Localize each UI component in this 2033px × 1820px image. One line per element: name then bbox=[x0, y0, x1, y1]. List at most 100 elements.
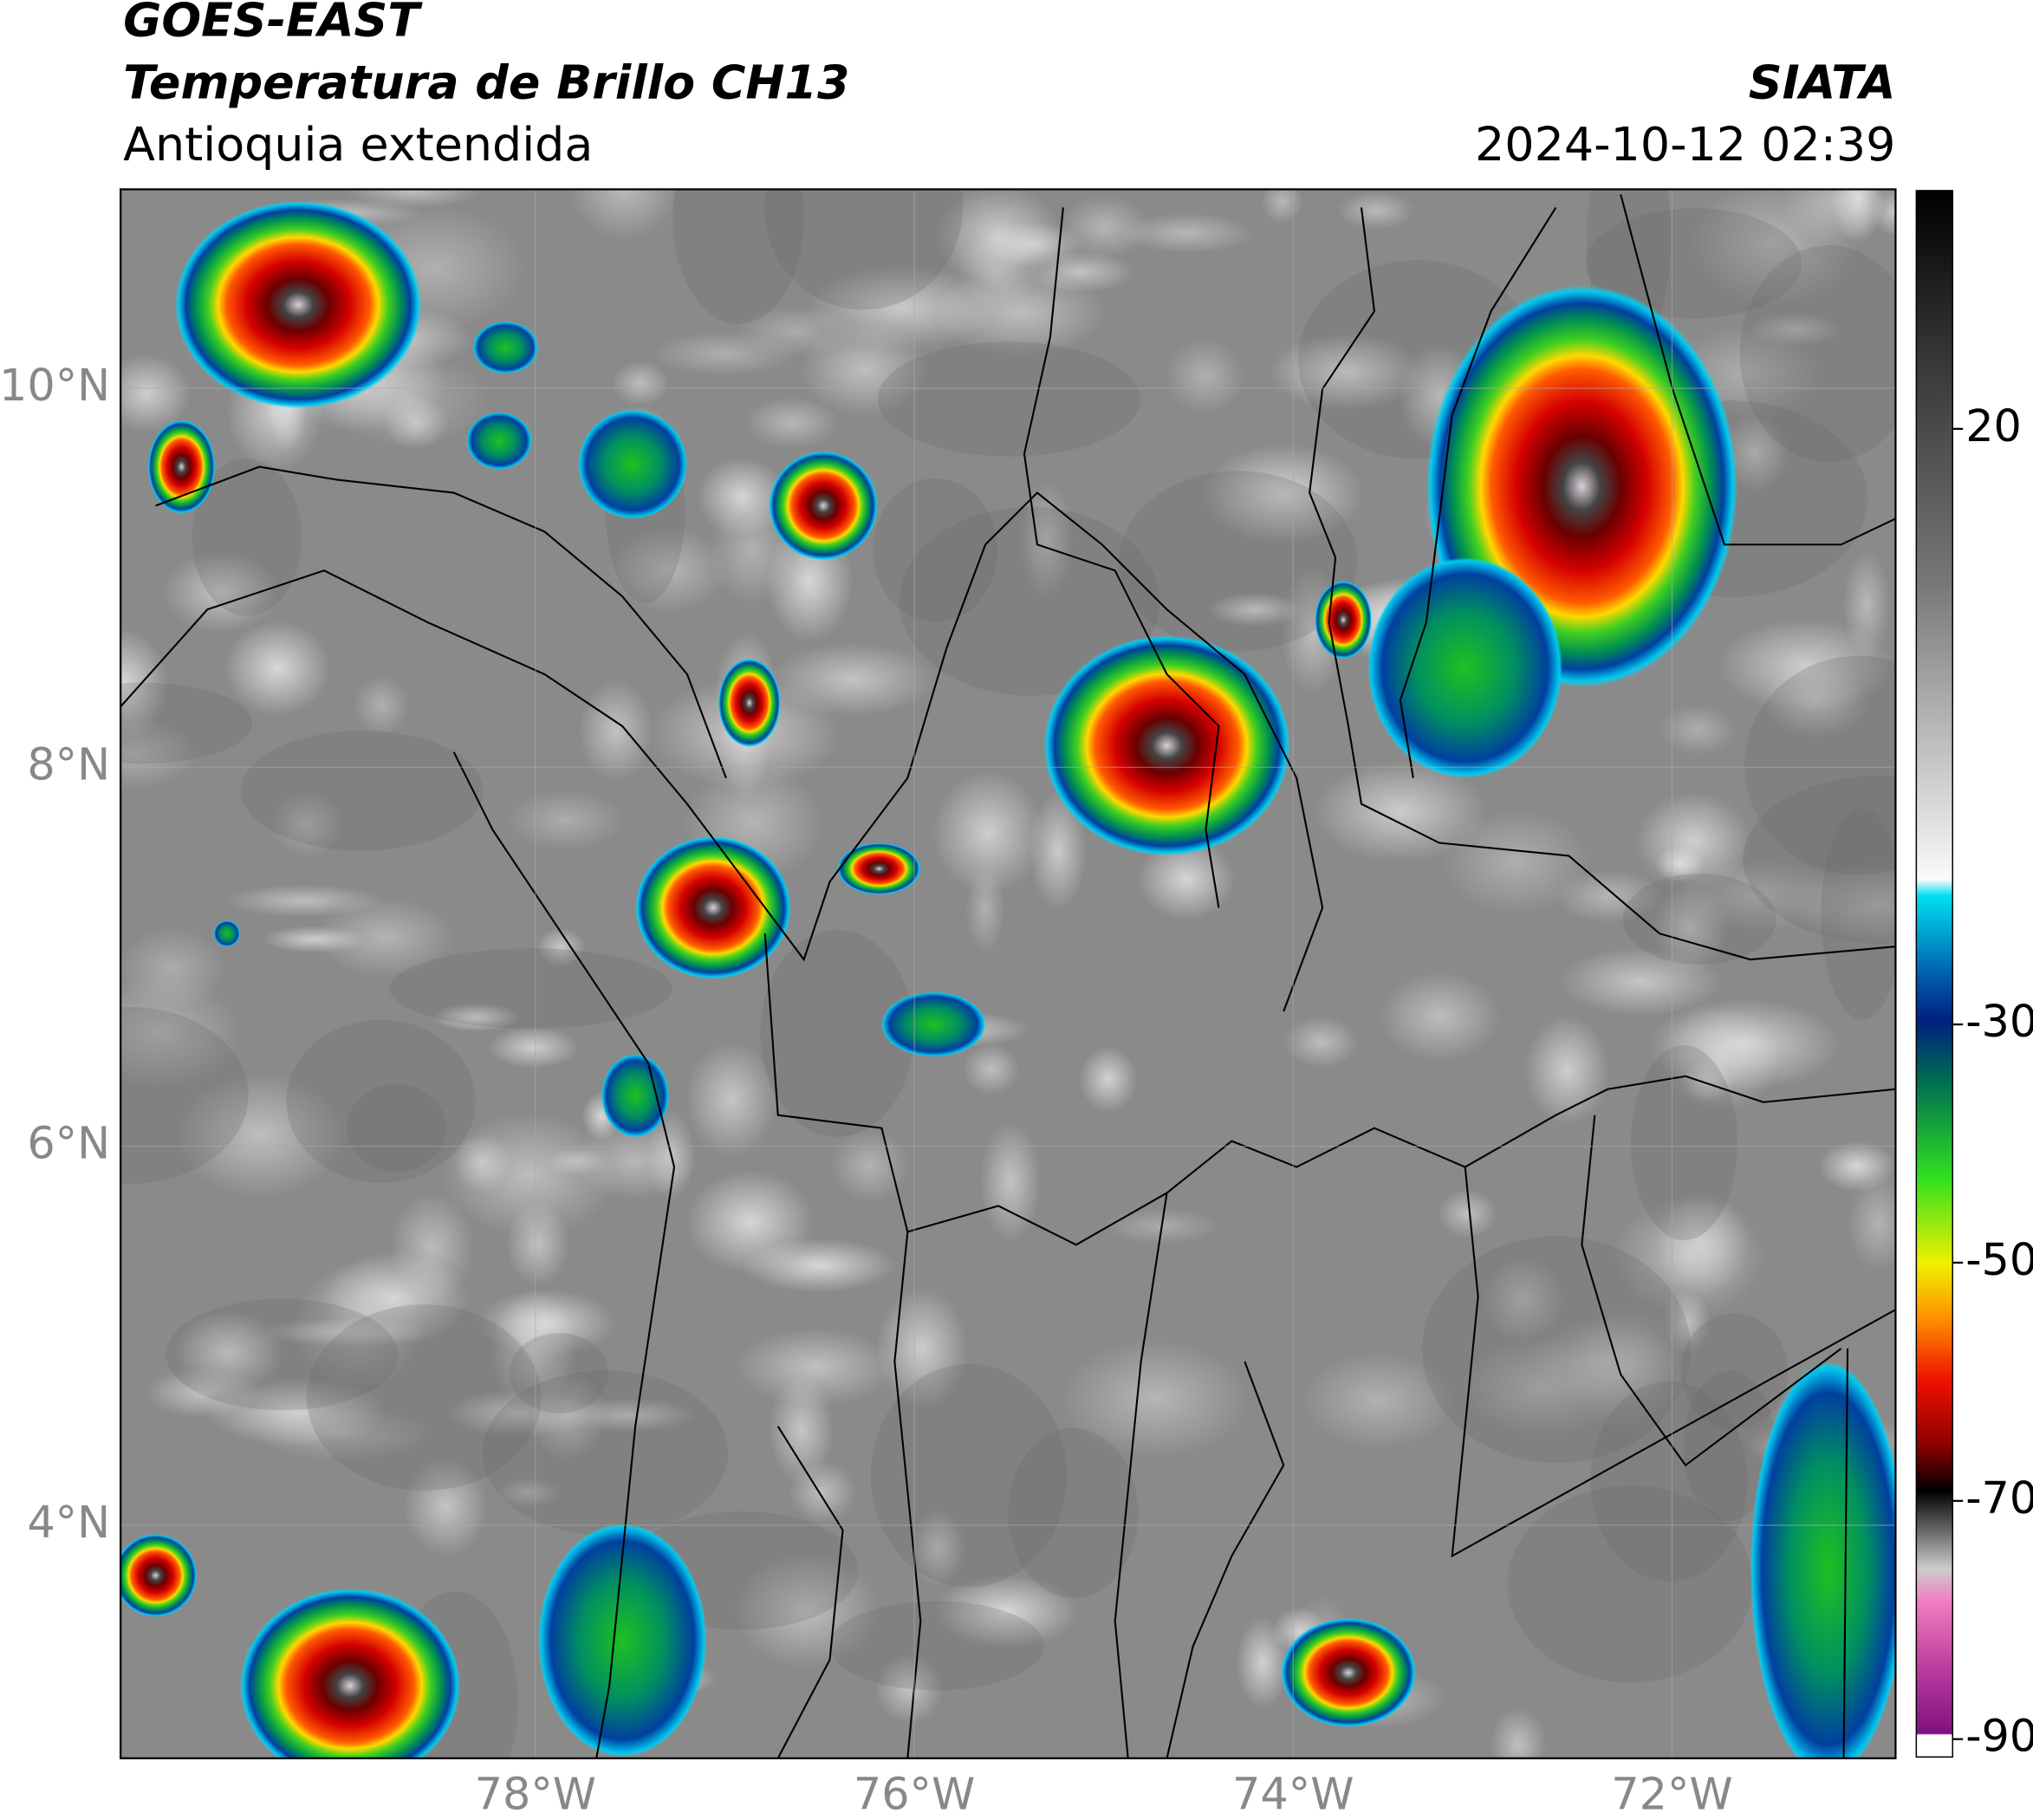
cloud bbox=[1202, 444, 1364, 544]
cloud bbox=[1818, 1141, 1896, 1192]
cloud bbox=[830, 1129, 910, 1202]
cloud bbox=[1674, 859, 1848, 932]
dark-area bbox=[1008, 1427, 1139, 1598]
storm-cell bbox=[635, 836, 791, 979]
storms bbox=[120, 200, 1896, 1758]
cloud bbox=[1847, 1174, 1896, 1271]
colorbar-tick-label: 20 bbox=[1965, 400, 2022, 452]
cloud bbox=[933, 1574, 1079, 1648]
cloud bbox=[1379, 972, 1501, 1062]
cloud bbox=[1207, 592, 1303, 627]
dark-area bbox=[1743, 775, 1896, 944]
cloud bbox=[910, 1508, 966, 1587]
cloud bbox=[1437, 1188, 1498, 1238]
cloud bbox=[608, 527, 730, 613]
map bbox=[120, 189, 1896, 1758]
cloud bbox=[270, 791, 344, 858]
cloud bbox=[1283, 1016, 1360, 1069]
cloud bbox=[488, 1026, 579, 1069]
cloud bbox=[935, 189, 1062, 285]
cloud bbox=[735, 1328, 896, 1407]
dark-area bbox=[389, 948, 672, 1029]
cloud bbox=[1783, 189, 1887, 243]
y-tick-label: 10°N bbox=[0, 360, 110, 411]
dark-area bbox=[1507, 1485, 1753, 1683]
cloud bbox=[506, 790, 625, 851]
y-tick-label: 6°N bbox=[27, 1118, 110, 1169]
cloud bbox=[1270, 333, 1424, 411]
dark-area bbox=[763, 189, 964, 310]
cloud bbox=[145, 1367, 262, 1419]
dark-area bbox=[877, 341, 1141, 457]
dark-area bbox=[192, 458, 302, 616]
cloud bbox=[1660, 1006, 1780, 1112]
dark-area bbox=[240, 731, 484, 851]
storm-cell bbox=[1367, 557, 1562, 778]
storm-cell bbox=[578, 409, 687, 519]
storm-cell bbox=[466, 412, 532, 470]
storm-cell bbox=[147, 419, 216, 514]
dark-area bbox=[1744, 655, 1896, 875]
cloud bbox=[446, 1389, 594, 1437]
grid bbox=[120, 189, 1896, 1758]
cloud bbox=[744, 396, 840, 449]
storm-cell bbox=[213, 920, 240, 947]
dark-area bbox=[120, 1007, 249, 1184]
cloud bbox=[1442, 809, 1590, 915]
colorbar bbox=[1915, 190, 1953, 1758]
colorbar-tick-label: -90 bbox=[1965, 1711, 2033, 1762]
y-tick-label: 4°N bbox=[27, 1497, 110, 1548]
cloud bbox=[1166, 338, 1244, 414]
cloud bbox=[1236, 1617, 1289, 1709]
storm-cell bbox=[601, 1054, 670, 1138]
storm-cell bbox=[1315, 581, 1372, 660]
dark-area bbox=[760, 929, 914, 1137]
cloud bbox=[685, 1169, 815, 1274]
cloud bbox=[477, 1289, 616, 1356]
cloud bbox=[800, 323, 929, 416]
cloud bbox=[174, 1073, 345, 1199]
storm-cell bbox=[239, 1588, 461, 1758]
cloud bbox=[163, 551, 280, 634]
cloud bbox=[293, 1262, 424, 1388]
dark-area bbox=[828, 1601, 1044, 1691]
dark-area bbox=[286, 1019, 476, 1183]
dark-area bbox=[1590, 1381, 1748, 1582]
dark-area bbox=[873, 478, 998, 622]
dark-area bbox=[346, 1083, 446, 1172]
cloud bbox=[1658, 704, 1737, 756]
cloud bbox=[578, 679, 653, 782]
cloud bbox=[768, 1375, 835, 1485]
y-tick-label: 8°N bbox=[27, 738, 110, 790]
colorbar-tick-label: -70 bbox=[1965, 1472, 2033, 1524]
storm-cell bbox=[769, 451, 878, 561]
storm-cell bbox=[1750, 1362, 1896, 1758]
cloud bbox=[1261, 189, 1303, 224]
cloud bbox=[224, 620, 331, 717]
cloud bbox=[732, 1552, 880, 1669]
map-frame bbox=[120, 188, 1897, 1759]
x-tick-label: 78°W bbox=[475, 1769, 596, 1820]
cloud bbox=[874, 1654, 944, 1724]
cloud bbox=[569, 189, 679, 240]
cloud bbox=[932, 770, 1044, 895]
cloud bbox=[432, 1003, 520, 1032]
cloud bbox=[1337, 191, 1415, 231]
cloud bbox=[453, 1133, 511, 1192]
cloud bbox=[1313, 761, 1488, 862]
dark-area bbox=[870, 1363, 1068, 1588]
cloud bbox=[697, 457, 788, 536]
cloud bbox=[545, 1147, 607, 1176]
cloud bbox=[1524, 1015, 1610, 1126]
x-tick-label: 74°W bbox=[1232, 1769, 1354, 1820]
cloud bbox=[962, 1043, 1020, 1095]
cloud bbox=[403, 1457, 488, 1557]
colorbar-tick-label: -50 bbox=[1965, 1234, 2033, 1285]
dark-area bbox=[900, 506, 1160, 696]
cloud bbox=[1079, 1045, 1138, 1113]
storm-cell bbox=[174, 200, 422, 409]
dark-area bbox=[1622, 874, 1776, 965]
storm-cell bbox=[1043, 635, 1290, 856]
cloud bbox=[389, 1192, 475, 1302]
dark-area bbox=[482, 1370, 729, 1536]
